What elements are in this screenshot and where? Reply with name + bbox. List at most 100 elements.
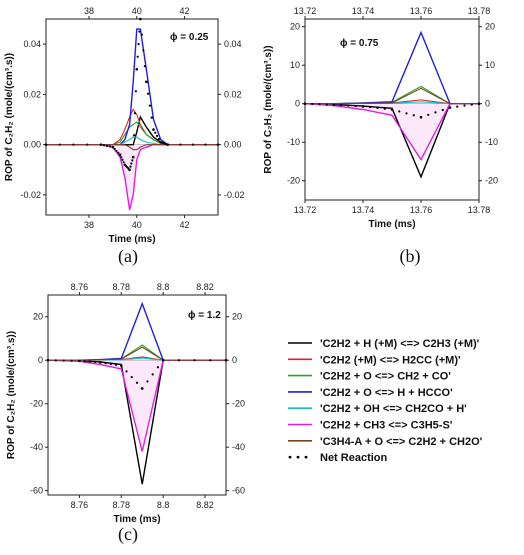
net-reaction-point [318, 103, 321, 106]
legend-swatch-dot [304, 455, 308, 459]
panel-label: (a) [118, 246, 138, 267]
y-tick-label-right: 0 [232, 355, 237, 365]
y-tick-label-right: 0 [485, 99, 490, 109]
net-reaction-point [157, 137, 160, 141]
net-reaction-point [311, 102, 314, 106]
y-tick-label-right: 20 [485, 22, 495, 32]
net-reaction-point [94, 360, 97, 364]
phi-annotation: ϕ = 1.2 [188, 310, 221, 321]
net-reaction-point [131, 155, 135, 159]
net-reaction-point [419, 115, 423, 119]
net-reaction-point [133, 112, 137, 115]
x-tick-label-bottom: 13.72 [294, 205, 317, 215]
y-tick-label-left: 0.04 [23, 39, 41, 49]
series-fill-c3h5-s [305, 103, 479, 160]
net-reaction-point [470, 103, 473, 106]
y-tick-label-right: -20 [485, 176, 498, 186]
net-reaction-point [130, 162, 133, 165]
net-reaction-point [132, 134, 136, 137]
phi-annotation: ϕ = 0.75 [340, 38, 379, 49]
net-reaction-point [118, 153, 122, 156]
plot-frame [45, 18, 219, 216]
y-tick-label-right: 0.04 [224, 39, 242, 49]
net-reaction-point [164, 142, 168, 146]
legend-label: 'C2H2 + OH <=> CH2CO + H' [320, 403, 467, 415]
y-tick-label-right: -40 [232, 442, 245, 452]
net-reaction-point [44, 143, 48, 146]
x-tick-label-top: 13.76 [410, 6, 433, 16]
net-reaction-point [138, 30, 141, 33]
net-reaction-point [383, 107, 386, 110]
series-line-3 [46, 28, 218, 146]
phi-annotation: ϕ = 0.25 [170, 32, 209, 43]
x-tick-label-top: 13.78 [468, 6, 491, 16]
net-reaction-point [177, 359, 180, 362]
x-tick-label-top: 8.76 [71, 282, 89, 292]
net-reaction-point [122, 161, 125, 164]
x-tick-label-top: 8.82 [196, 282, 214, 292]
net-reaction-point [347, 104, 350, 107]
y-tick-label-left: 10 [290, 60, 300, 70]
net-reaction-point [54, 359, 57, 362]
net-reaction-point [154, 131, 157, 134]
y-tick-label-left: 0 [38, 355, 43, 365]
x-tick-label-top: 8.8 [157, 282, 170, 292]
x-tick-label-bottom: 42 [180, 220, 190, 230]
series-line-0 [46, 115, 218, 146]
legend-label: 'C2H2 (+M) <=> H2CC (+M)' [320, 354, 461, 366]
x-tick-label-top: 13.72 [294, 6, 317, 16]
net-reaction-point [140, 387, 144, 390]
net-reaction-point [147, 92, 150, 95]
series-line-3 [305, 30, 479, 105]
x-tick-label-bottom: 8.78 [113, 500, 131, 510]
net-reaction-point [456, 105, 459, 108]
net-reaction-point [155, 134, 159, 137]
x-tick-label-bottom: 38 [84, 220, 94, 230]
y-tick-label-left: 0.00 [23, 140, 41, 150]
net-reaction-point [72, 143, 75, 146]
y-tick-label-left: -40 [30, 442, 43, 452]
net-reaction-point [139, 17, 142, 21]
net-reaction-point [412, 114, 415, 117]
series-fill-c3h5-s [48, 360, 226, 452]
net-reaction-point [434, 111, 437, 114]
net-reaction-point [137, 43, 140, 46]
net-reaction-point [151, 373, 154, 376]
net-reaction-point [105, 144, 109, 147]
chart-panel-a: 38 40 42 38 40 42 0.04 0.02 0.00 -0.02 0.04 0.02 0.0… [4, 6, 245, 267]
x-tick-label-bottom: 8.76 [71, 500, 89, 510]
net-reaction-point [125, 370, 128, 373]
net-reaction-point [140, 33, 143, 36]
y-tick-label-left: -0.02 [20, 190, 41, 200]
net-reaction-point [134, 90, 137, 93]
net-reaction-point [156, 366, 160, 369]
net-reaction-point [131, 159, 134, 162]
net-reaction-point [115, 149, 118, 153]
net-reaction-point [193, 359, 196, 362]
net-reaction-point [121, 158, 124, 161]
net-reaction-point [99, 361, 102, 364]
net-reaction-point [191, 143, 195, 146]
net-reaction-point [136, 55, 139, 58]
net-reaction-point [166, 143, 170, 146]
net-reaction-point [161, 358, 165, 362]
legend-label: 'C2H2 + H (+M) <=> C2H3 (+M)' [320, 338, 480, 350]
legend-swatch-dot [288, 455, 292, 459]
y-tick-label-right: 0.00 [224, 140, 242, 150]
net-reaction-point [135, 67, 139, 71]
net-reaction-point [398, 110, 401, 113]
x-tick-label-bottom: 8.82 [196, 500, 214, 510]
x-tick-label-top: 8.78 [113, 282, 131, 292]
net-reaction-point [209, 359, 212, 362]
panel-label: (b) [400, 246, 421, 267]
x-tick-label-bottom: 13.78 [468, 205, 491, 215]
y-tick-label-left: -20 [30, 399, 43, 409]
y-tick-label-left: 0 [295, 99, 300, 109]
net-reaction-point [114, 363, 118, 366]
panel-label: (c) [118, 524, 138, 545]
x-tick-label-top: 42 [180, 6, 190, 16]
net-reaction-point [120, 156, 123, 159]
y-tick-label-right: -60 [232, 486, 245, 496]
